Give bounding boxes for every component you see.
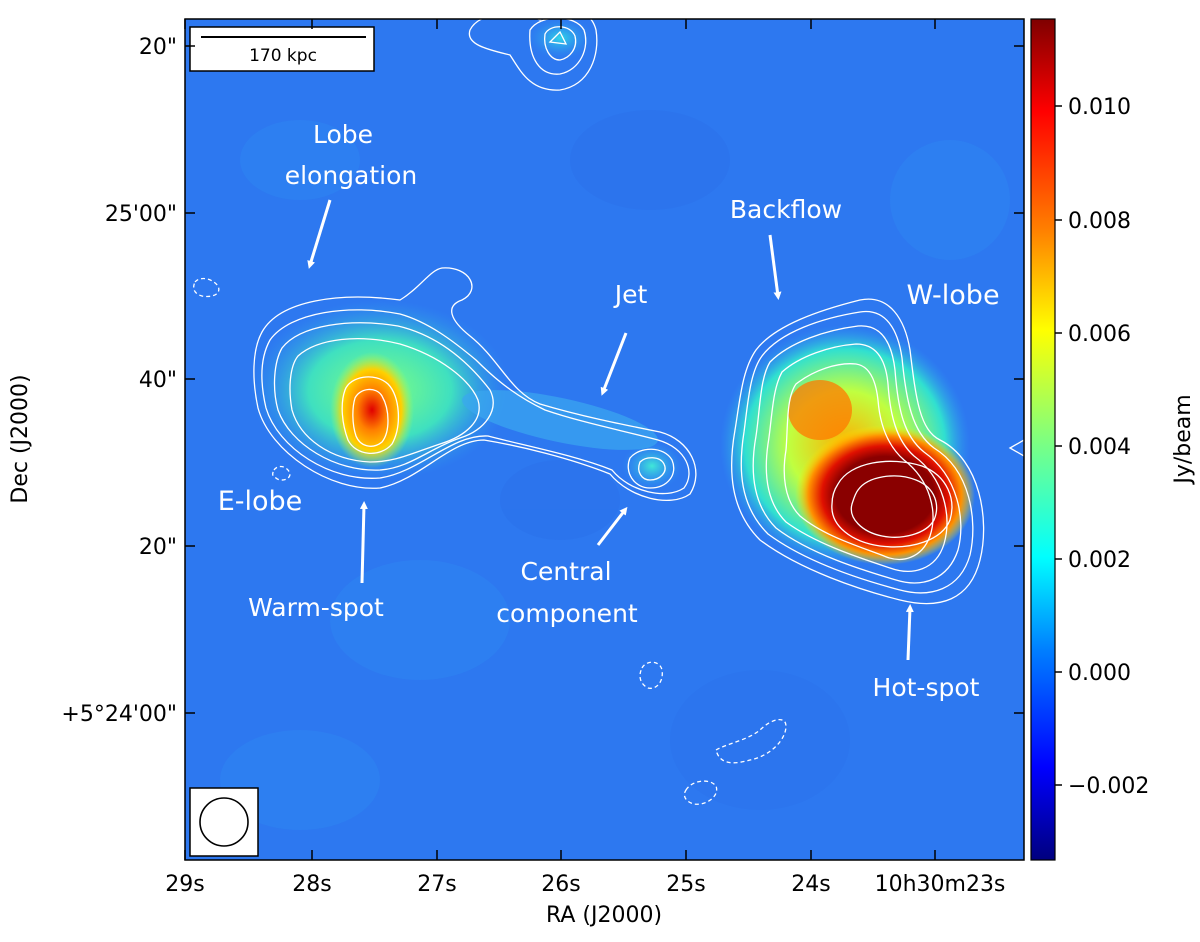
y-tick-label: +5°24'00" [61,702,177,727]
arrow-warm-spot [359,501,368,584]
annotation-labels: Lobe elongation Backflow Jet W-lobe E-lo… [218,120,1000,702]
y-ticks [185,45,1024,714]
top-source [525,19,595,60]
label-e-lobe: E-lobe [218,486,303,517]
contour-west-outer [731,298,985,605]
label-warm-spot: Warm-spot [248,593,384,622]
negative-contours [193,277,787,805]
contour-top-2 [529,19,587,75]
warm-spot-emission [330,352,414,468]
hot-spot-emission [795,425,975,565]
arrow-hot-spot [905,604,914,661]
contour-top-4 [548,30,568,45]
y-tick-labels: 20" 25'00" 40" 20" +5°24'00" [61,35,177,727]
label-hot-spot: Hot-spot [873,673,980,702]
colorbar-strip [1030,18,1056,861]
label-jet: Jet [613,280,648,309]
jet-emission [462,390,658,450]
annotation-arrows [307,199,914,661]
colorbar-tick-label: 0.008 [1068,209,1131,234]
scale-bar: 170 kpc [189,26,375,72]
contour-warm-2 [352,388,389,447]
contour-top-3 [544,26,577,61]
x-tick-label: 26s [541,872,580,897]
colorbar-tick-label: 0.002 [1068,548,1131,573]
x-ticks [184,19,936,860]
x-tick-labels: 29s 28s 27s 26s 25s 24s 10h30m23s [165,872,1005,897]
label-component-line2: component [496,599,638,628]
label-backflow: Backflow [730,195,842,224]
colorbar-title: Jy/beam [1171,394,1196,485]
scale-bar-label: 170 kpc [249,46,317,66]
x-tick-label: 25s [666,872,705,897]
contour-hot-1 [831,460,953,548]
contour-west-3 [752,325,962,584]
colorbar-ticks [1055,105,1062,786]
y-tick-label: 40" [139,368,177,393]
x-tick-label: 10h30m23s [875,872,1006,897]
label-elongation-line2: elongation [285,161,418,190]
y-tick-label: 20" [139,35,177,60]
contours [193,19,1024,805]
x-tick-label: 29s [165,872,204,897]
x-tick-label: 27s [417,872,456,897]
y-tick-label: 25'00" [105,202,177,227]
contour-core-1 [627,448,675,489]
radio-image: Lobe elongation Backflow Jet W-lobe E-lo… [185,19,1024,860]
colorbar: 0.010 0.008 0.006 0.004 0.002 0.000 −0.0… [1030,18,1196,861]
arrow-jet [600,332,628,396]
colorbar-tick-label: 0.004 [1068,435,1131,460]
beam-indicator [189,787,259,857]
contour-west-2 [740,310,974,594]
beam-ellipse [199,797,249,847]
contour-top-1 [468,19,598,91]
label-lobe-line1: Lobe [313,120,373,149]
contour-east-2 [261,309,690,495]
x-tick-label: 28s [292,872,331,897]
contour-core-2 [638,457,666,481]
colorbar-tick-label: 0.010 [1068,95,1131,120]
x-axis-title: RA (J2000) [546,903,662,928]
arrow-central-component [596,506,628,546]
label-central-line1: Central [520,557,611,586]
x-tick-label: 24s [791,872,830,897]
contour-edge-right [1008,439,1024,457]
arrow-lobe-elongation [307,199,332,269]
colorbar-tick-label: 0.000 [1068,661,1131,686]
w-lobe-orange [788,380,852,440]
contour-east-3 [273,322,494,471]
contour-warm-1 [341,376,400,454]
colorbar-tick-label: −0.002 [1068,774,1149,799]
contour-hot-2 [850,475,938,538]
plot-frame [184,18,1025,861]
contour-east-4 [289,337,480,463]
arrow-backflow [768,234,782,300]
y-axis-title: Dec (J2000) [8,374,33,503]
contour-west-5 [783,363,934,560]
contour-east-outer [253,267,697,502]
label-w-lobe: W-lobe [906,280,999,311]
contour-west-4 [765,343,948,572]
colorbar-tick-label: 0.006 [1068,322,1131,347]
y-tick-label: 20" [139,535,177,560]
noise-patches [220,110,1010,830]
